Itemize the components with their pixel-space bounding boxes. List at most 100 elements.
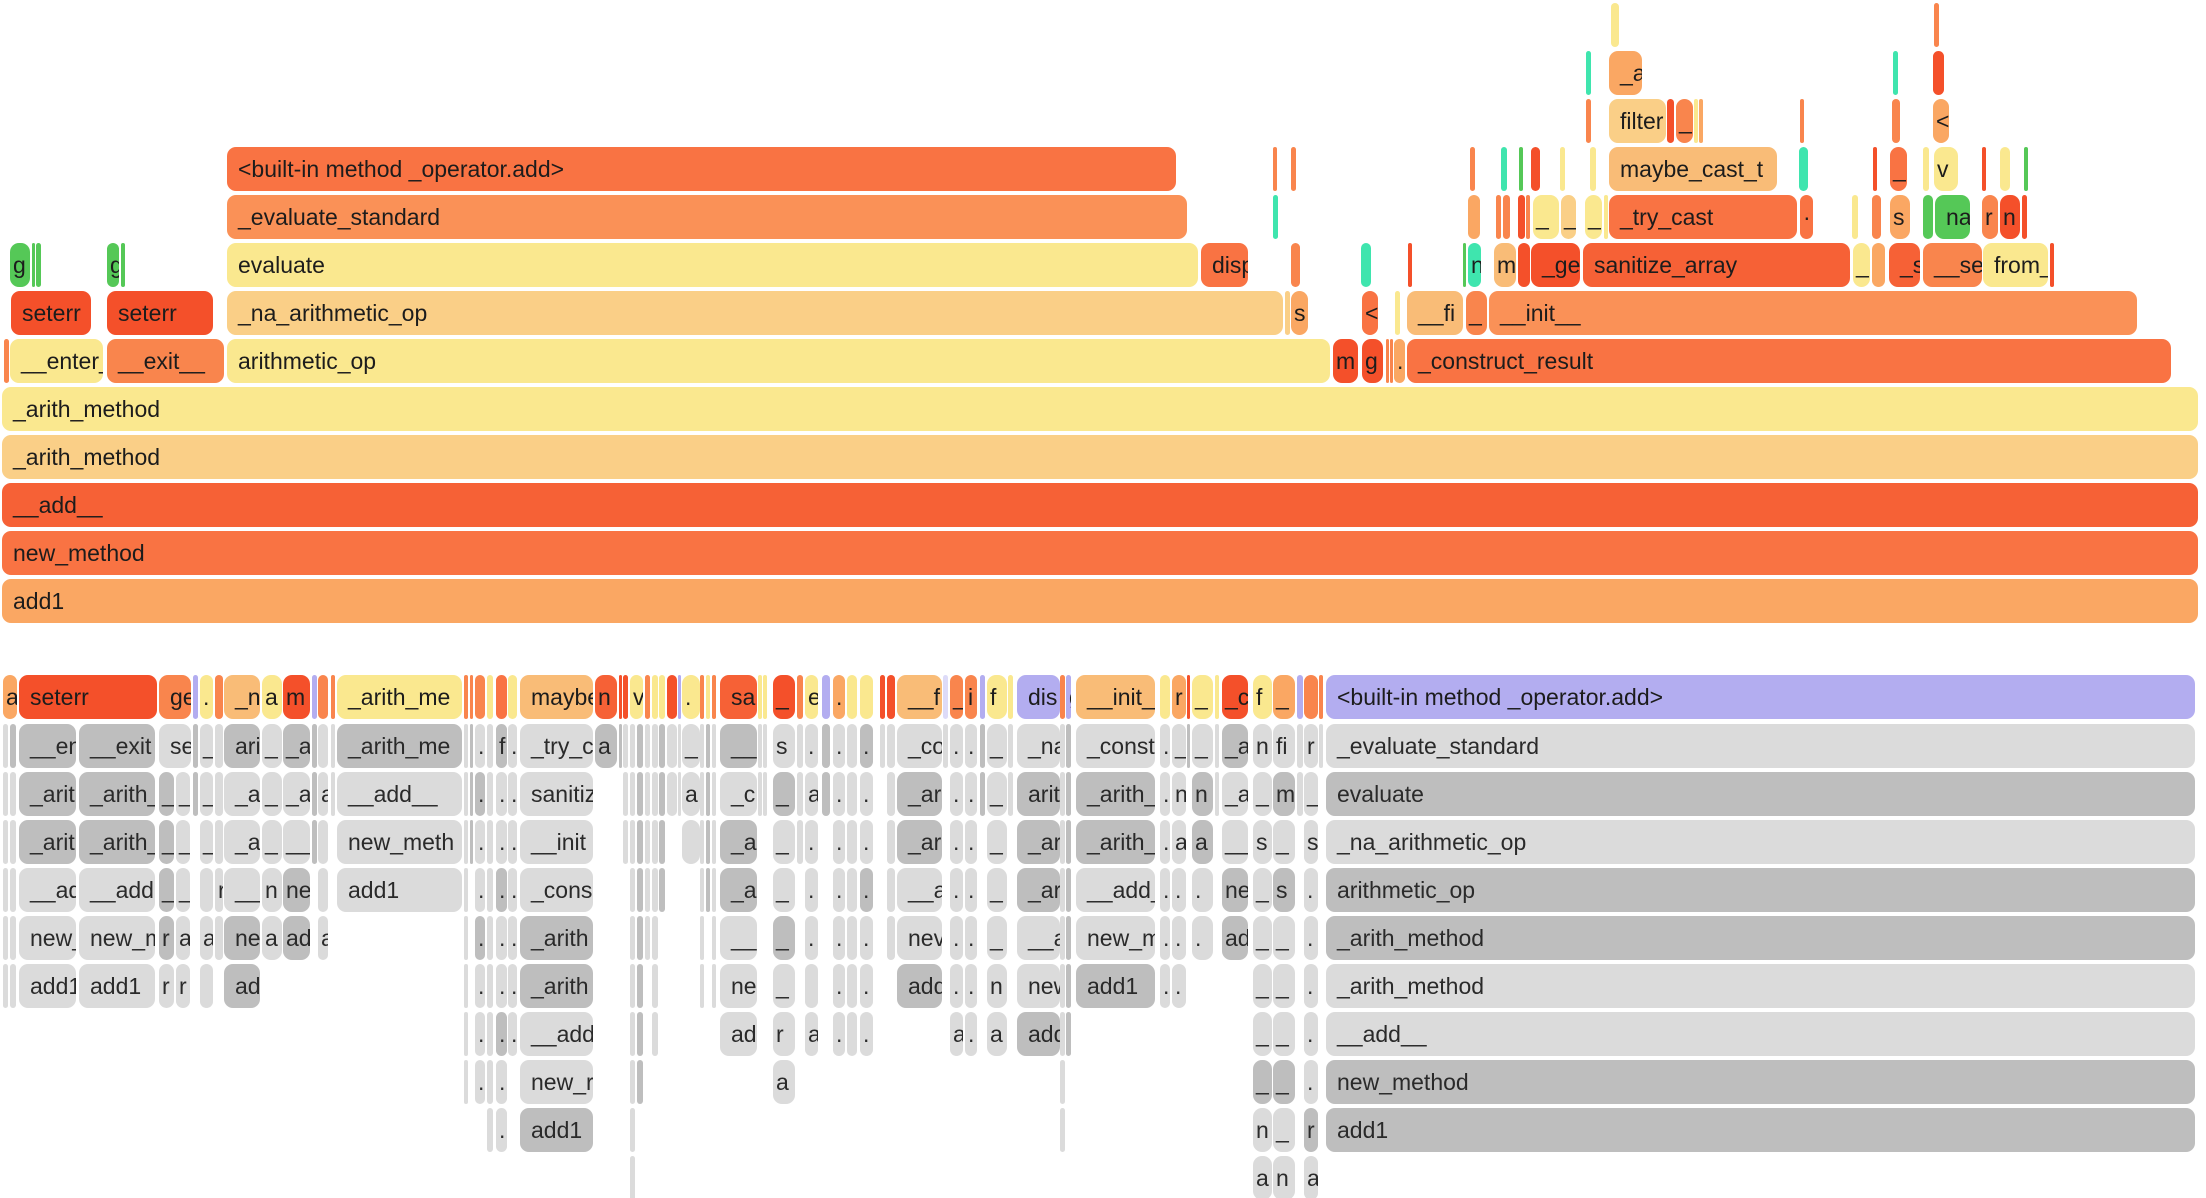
frame-sliver[interactable] bbox=[470, 675, 473, 719]
frame-__se[interactable]: __se bbox=[1923, 243, 1982, 287]
frame-a[interactable]: a bbox=[1304, 1156, 1318, 1198]
frame-sliver[interactable]: . bbox=[508, 724, 517, 768]
frame-new_m[interactable]: new_m bbox=[79, 916, 155, 960]
frame-sliver[interactable] bbox=[847, 675, 857, 719]
frame-_[interactable]: _ bbox=[773, 675, 795, 719]
frame-sliver[interactable]: . bbox=[475, 916, 485, 960]
frame-add1[interactable]: add1 bbox=[1326, 1108, 2195, 1152]
frame-sliver[interactable] bbox=[1586, 51, 1591, 95]
frame-_[interactable]: _ bbox=[1676, 99, 1693, 143]
frame-n[interactable]: n bbox=[1253, 724, 1272, 768]
frame-sliver[interactable] bbox=[1800, 99, 1804, 143]
frame-sliver[interactable] bbox=[700, 772, 704, 816]
frame-sliver[interactable] bbox=[331, 772, 335, 816]
frame-sliver[interactable] bbox=[1611, 3, 1619, 47]
frame-n[interactable]: n bbox=[262, 868, 282, 912]
frame-sliver[interactable] bbox=[3, 820, 8, 864]
frame-__[interactable]: __ bbox=[283, 820, 310, 864]
frame-v[interactable]: v bbox=[630, 675, 643, 719]
frame-sliver[interactable]: . bbox=[965, 964, 977, 1008]
frame-sliver[interactable] bbox=[630, 964, 635, 1008]
frame-sliver[interactable] bbox=[630, 1156, 635, 1198]
frame-sliver[interactable] bbox=[630, 724, 635, 768]
frame-sliver[interactable] bbox=[1933, 51, 1944, 95]
frame-_ar[interactable]: _ar bbox=[897, 772, 942, 816]
frame-sliver[interactable] bbox=[1852, 195, 1858, 239]
frame-sliver[interactable] bbox=[1892, 99, 1900, 143]
frame-_arith_method[interactable]: _arith_method bbox=[1326, 916, 2195, 960]
frame-s[interactable]: s bbox=[1273, 868, 1295, 912]
frame-a[interactable]: a bbox=[950, 1012, 963, 1056]
frame-a[interactable]: a bbox=[3, 675, 17, 719]
frame-sliver[interactable] bbox=[822, 675, 830, 719]
frame-sliver[interactable]: . bbox=[1172, 964, 1186, 1008]
frame-sliver[interactable] bbox=[1463, 243, 1466, 287]
frame-sliver[interactable]: . bbox=[1192, 868, 1213, 912]
frame-_c[interactable]: _c bbox=[1222, 675, 1248, 719]
frame-sliver[interactable] bbox=[508, 675, 517, 719]
frame-sliver[interactable] bbox=[712, 675, 716, 719]
frame-a[interactable]: a bbox=[318, 772, 328, 816]
frame-sliver[interactable] bbox=[1215, 675, 1219, 719]
frame-a[interactable]: a bbox=[262, 916, 282, 960]
frame-sliver[interactable] bbox=[215, 675, 223, 719]
frame-sliver[interactable] bbox=[1531, 147, 1540, 191]
frame-sliver[interactable]: < bbox=[1362, 291, 1378, 335]
frame-filter[interactable]: filter bbox=[1609, 99, 1666, 143]
frame-s[interactable]: s bbox=[773, 724, 795, 768]
frame-__exit[interactable]: __exit bbox=[79, 724, 155, 768]
frame-new_method[interactable]: new_method bbox=[1326, 1060, 2195, 1104]
frame-_[interactable]: _ bbox=[1585, 195, 1602, 239]
frame-sliver[interactable] bbox=[1066, 916, 1071, 960]
frame-sliver[interactable] bbox=[318, 820, 328, 864]
frame-_arith_method[interactable]: _arith_method bbox=[2, 387, 2198, 431]
frame-sliver[interactable] bbox=[464, 1060, 468, 1104]
frame-sliver[interactable] bbox=[1215, 724, 1219, 768]
frame-sliver[interactable] bbox=[758, 675, 762, 719]
frame-sliver[interactable] bbox=[645, 868, 650, 912]
frame-sliver[interactable]: . bbox=[1160, 772, 1170, 816]
frame-sliver[interactable] bbox=[318, 868, 328, 912]
frame-sliver[interactable]: . bbox=[833, 964, 845, 1008]
frame-sliver[interactable] bbox=[1872, 195, 1881, 239]
frame-f[interactable]: f bbox=[987, 675, 1007, 719]
frame-ne[interactable]: ne bbox=[283, 868, 310, 912]
frame-sliver[interactable] bbox=[763, 675, 767, 719]
frame-sliver[interactable] bbox=[880, 724, 885, 768]
frame-sliver[interactable] bbox=[623, 724, 628, 768]
frame-sliver[interactable] bbox=[637, 1060, 643, 1104]
frame-a[interactable]: a bbox=[318, 916, 328, 960]
frame-sliver[interactable] bbox=[193, 772, 198, 816]
frame-_n[interactable]: _n bbox=[224, 675, 260, 719]
frame-g[interactable]: g bbox=[107, 243, 119, 287]
frame-sliver[interactable] bbox=[3, 916, 8, 960]
frame-_evaluate_standard[interactable]: _evaluate_standard bbox=[1326, 724, 2195, 768]
frame-sliver[interactable]: . bbox=[1304, 916, 1318, 960]
frame-a[interactable]: a bbox=[805, 772, 818, 816]
frame-sliver[interactable]: . bbox=[860, 820, 873, 864]
frame-sliver[interactable] bbox=[860, 675, 873, 719]
frame-sliver[interactable] bbox=[1297, 724, 1303, 768]
frame-new[interactable]: new bbox=[1017, 964, 1060, 1008]
frame-sliver[interactable] bbox=[1395, 291, 1400, 335]
frame-sliver[interactable]: . bbox=[833, 724, 845, 768]
frame-sliver[interactable] bbox=[637, 964, 643, 1008]
frame-sliver[interactable] bbox=[1873, 147, 1877, 191]
frame-sliver[interactable] bbox=[200, 964, 213, 1008]
frame-sliver[interactable] bbox=[980, 772, 985, 816]
frame-_[interactable]: _ bbox=[1890, 147, 1907, 191]
frame-sliver[interactable] bbox=[847, 772, 857, 816]
frame-sliver[interactable] bbox=[637, 724, 643, 768]
frame-sliver[interactable] bbox=[464, 868, 468, 912]
frame-sliver[interactable] bbox=[623, 820, 628, 864]
frame-_[interactable]: _ bbox=[1304, 772, 1318, 816]
frame-_arith_me[interactable]: _arith_me bbox=[337, 675, 462, 719]
frame-seterr[interactable]: seterr bbox=[19, 675, 157, 719]
frame-sliver[interactable]: . bbox=[508, 1012, 517, 1056]
frame-dis[interactable]: dis bbox=[1017, 675, 1060, 719]
frame-sliver[interactable]: . bbox=[950, 820, 963, 864]
frame-sliver[interactable] bbox=[1066, 964, 1071, 1008]
frame-sliver[interactable]: . bbox=[965, 724, 977, 768]
frame-r[interactable]: r bbox=[773, 1012, 795, 1056]
frame-sliver[interactable] bbox=[1468, 195, 1480, 239]
